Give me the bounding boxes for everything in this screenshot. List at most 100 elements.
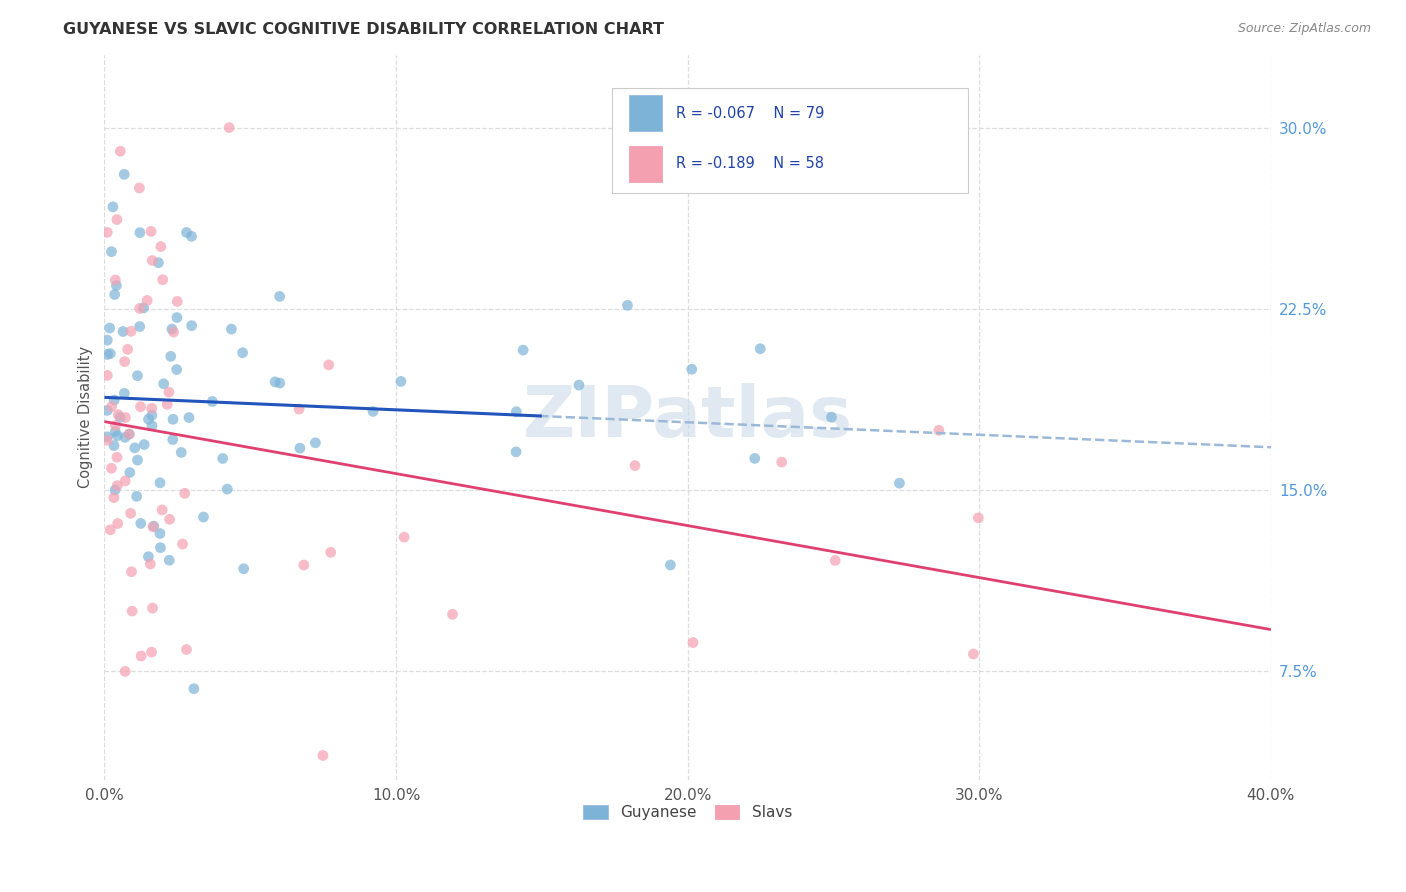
Point [318, 358, 340, 372]
Point [180, 318, 202, 333]
Point [96, 403, 118, 417]
Point [264, 375, 287, 389]
Point [361, 404, 384, 418]
Text: R = -0.067    N = 79: R = -0.067 N = 79 [676, 105, 824, 120]
Legend: Guyanese, Slavs: Guyanese, Slavs [578, 798, 799, 826]
Point [172, 537, 194, 551]
Point [129, 516, 152, 531]
Point [512, 343, 534, 357]
Point [96, 333, 118, 347]
Point [103, 439, 125, 453]
Point [170, 445, 193, 459]
Point [104, 483, 127, 497]
Point [173, 486, 195, 500]
Point [105, 450, 128, 465]
Point [269, 289, 291, 303]
Point [142, 520, 165, 534]
Point [132, 301, 155, 315]
Point [129, 400, 152, 414]
Point [96, 225, 118, 239]
Point [176, 226, 198, 240]
Y-axis label: Cognitive Disability: Cognitive Disability [79, 346, 93, 489]
Point [159, 350, 181, 364]
Point [157, 553, 180, 567]
Point [319, 545, 342, 559]
Point [108, 410, 131, 425]
Point [118, 427, 141, 442]
Point [96, 347, 118, 361]
Text: ZIPatlas: ZIPatlas [523, 383, 852, 452]
Point [166, 310, 188, 325]
Point [117, 343, 139, 357]
Point [232, 562, 254, 576]
Point [121, 604, 143, 618]
Point [505, 405, 527, 419]
Point [114, 665, 136, 679]
Point [112, 386, 135, 401]
Point [505, 445, 527, 459]
Point [149, 475, 172, 490]
Point [159, 512, 181, 526]
Point [121, 565, 143, 579]
Point [193, 510, 215, 524]
Point [138, 549, 160, 564]
Point [105, 478, 128, 492]
Point [389, 375, 412, 389]
Point [104, 425, 127, 439]
Point [616, 298, 638, 312]
Point [889, 476, 911, 491]
Point [100, 244, 122, 259]
Point [928, 423, 950, 437]
Point [129, 226, 152, 240]
Point [824, 553, 846, 567]
Point [110, 145, 132, 159]
Point [141, 253, 163, 268]
Point [98, 523, 121, 537]
Point [105, 278, 128, 293]
Point [127, 368, 149, 383]
Point [148, 255, 170, 269]
Point [118, 466, 141, 480]
Point [288, 402, 311, 417]
Point [104, 273, 127, 287]
Point [141, 401, 163, 416]
Point [142, 601, 165, 615]
Point [166, 362, 188, 376]
Point [149, 239, 172, 253]
Point [156, 397, 179, 411]
Point [124, 441, 146, 455]
Point [128, 319, 150, 334]
Point [160, 322, 183, 336]
Point [112, 167, 135, 181]
Point [201, 394, 224, 409]
Point [96, 430, 118, 444]
Point [217, 482, 239, 496]
Point [221, 322, 243, 336]
Point [136, 293, 159, 308]
Point [288, 441, 311, 455]
Point [103, 392, 125, 407]
Point [105, 212, 128, 227]
FancyBboxPatch shape [612, 87, 967, 193]
Point [141, 418, 163, 433]
Point [659, 558, 682, 572]
Point [232, 345, 254, 359]
Text: GUYANESE VS SLAVIC COGNITIVE DISABILITY CORRELATION CHART: GUYANESE VS SLAVIC COGNITIVE DISABILITY … [63, 22, 664, 37]
Point [98, 346, 121, 360]
Point [149, 541, 172, 555]
Point [120, 506, 142, 520]
Bar [630, 95, 662, 131]
Point [157, 385, 180, 400]
Point [292, 558, 315, 572]
Point [770, 455, 793, 469]
Point [96, 434, 118, 448]
Point [152, 273, 174, 287]
Point [749, 342, 772, 356]
Point [125, 489, 148, 503]
Point [107, 408, 129, 422]
Point [100, 461, 122, 475]
Point [141, 645, 163, 659]
Point [141, 409, 163, 423]
Point [962, 647, 984, 661]
Point [211, 451, 233, 466]
